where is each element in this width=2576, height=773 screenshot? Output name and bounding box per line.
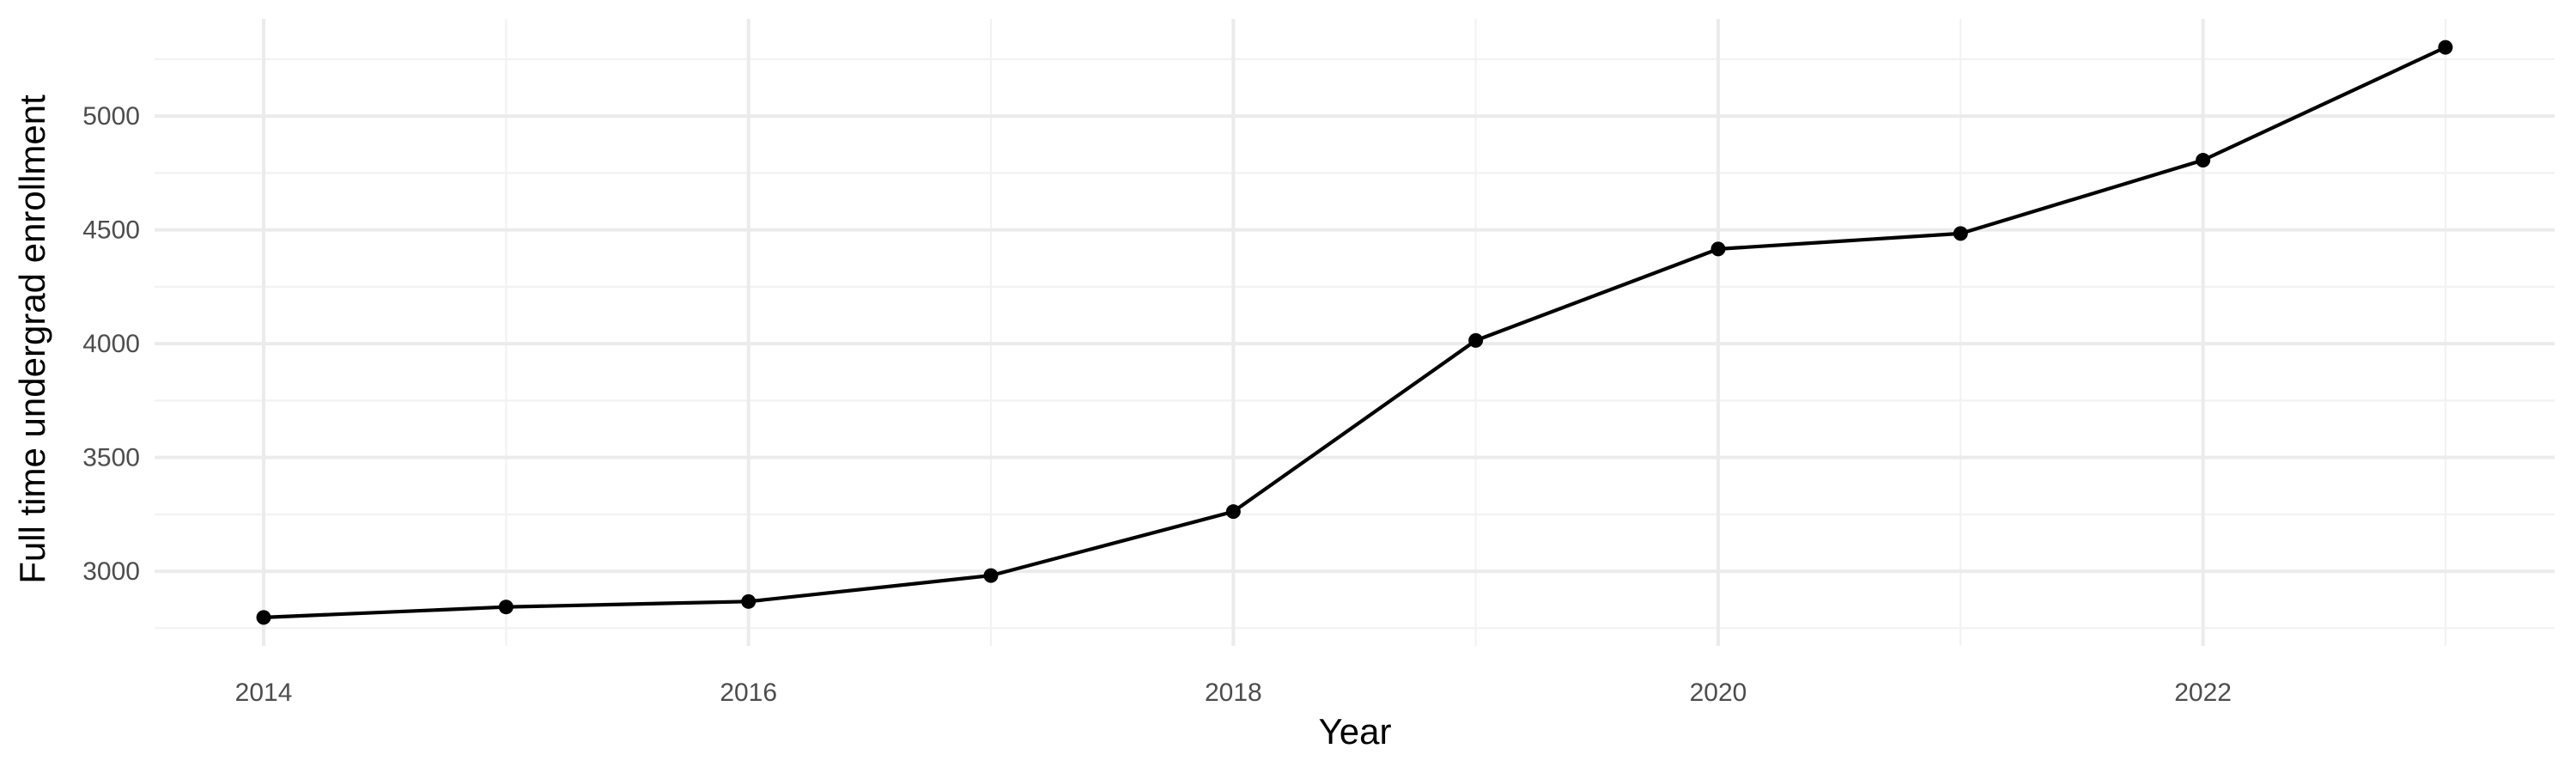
y-tick-label: 4000 xyxy=(82,330,140,358)
data-point xyxy=(2438,40,2453,55)
enrollment-data-points xyxy=(256,40,2453,625)
x-tick-label: 2018 xyxy=(1205,679,1262,707)
x-tick-label: 2022 xyxy=(2174,679,2232,707)
data-point xyxy=(2196,153,2211,168)
enrollment-series-line xyxy=(261,46,2448,619)
y-axis-tick-labels: 3000 3500 4000 4500 5000 xyxy=(82,102,140,586)
y-axis-title: Full time undergrad enrollment xyxy=(12,94,52,584)
y-tick-label: 5000 xyxy=(82,102,140,131)
y-tick-label: 4500 xyxy=(82,216,140,245)
x-axis-title: Year xyxy=(1319,711,1392,752)
data-point xyxy=(1225,504,1241,520)
data-point xyxy=(983,568,999,583)
x-axis-tick-labels: 2014 2016 2018 2020 2022 xyxy=(235,679,2232,707)
y-tick-label: 3000 xyxy=(82,557,140,586)
data-point xyxy=(498,600,513,615)
data-point xyxy=(1953,226,1968,241)
y-tick-label: 3500 xyxy=(82,444,140,472)
x-tick-label: 2014 xyxy=(235,679,293,707)
data-point xyxy=(256,610,271,625)
data-point xyxy=(741,593,756,609)
grid-lines xyxy=(155,19,2555,646)
x-tick-label: 2020 xyxy=(1690,679,1747,707)
data-point xyxy=(1468,332,1484,348)
x-tick-label: 2016 xyxy=(720,679,777,707)
data-point xyxy=(1710,241,1726,257)
